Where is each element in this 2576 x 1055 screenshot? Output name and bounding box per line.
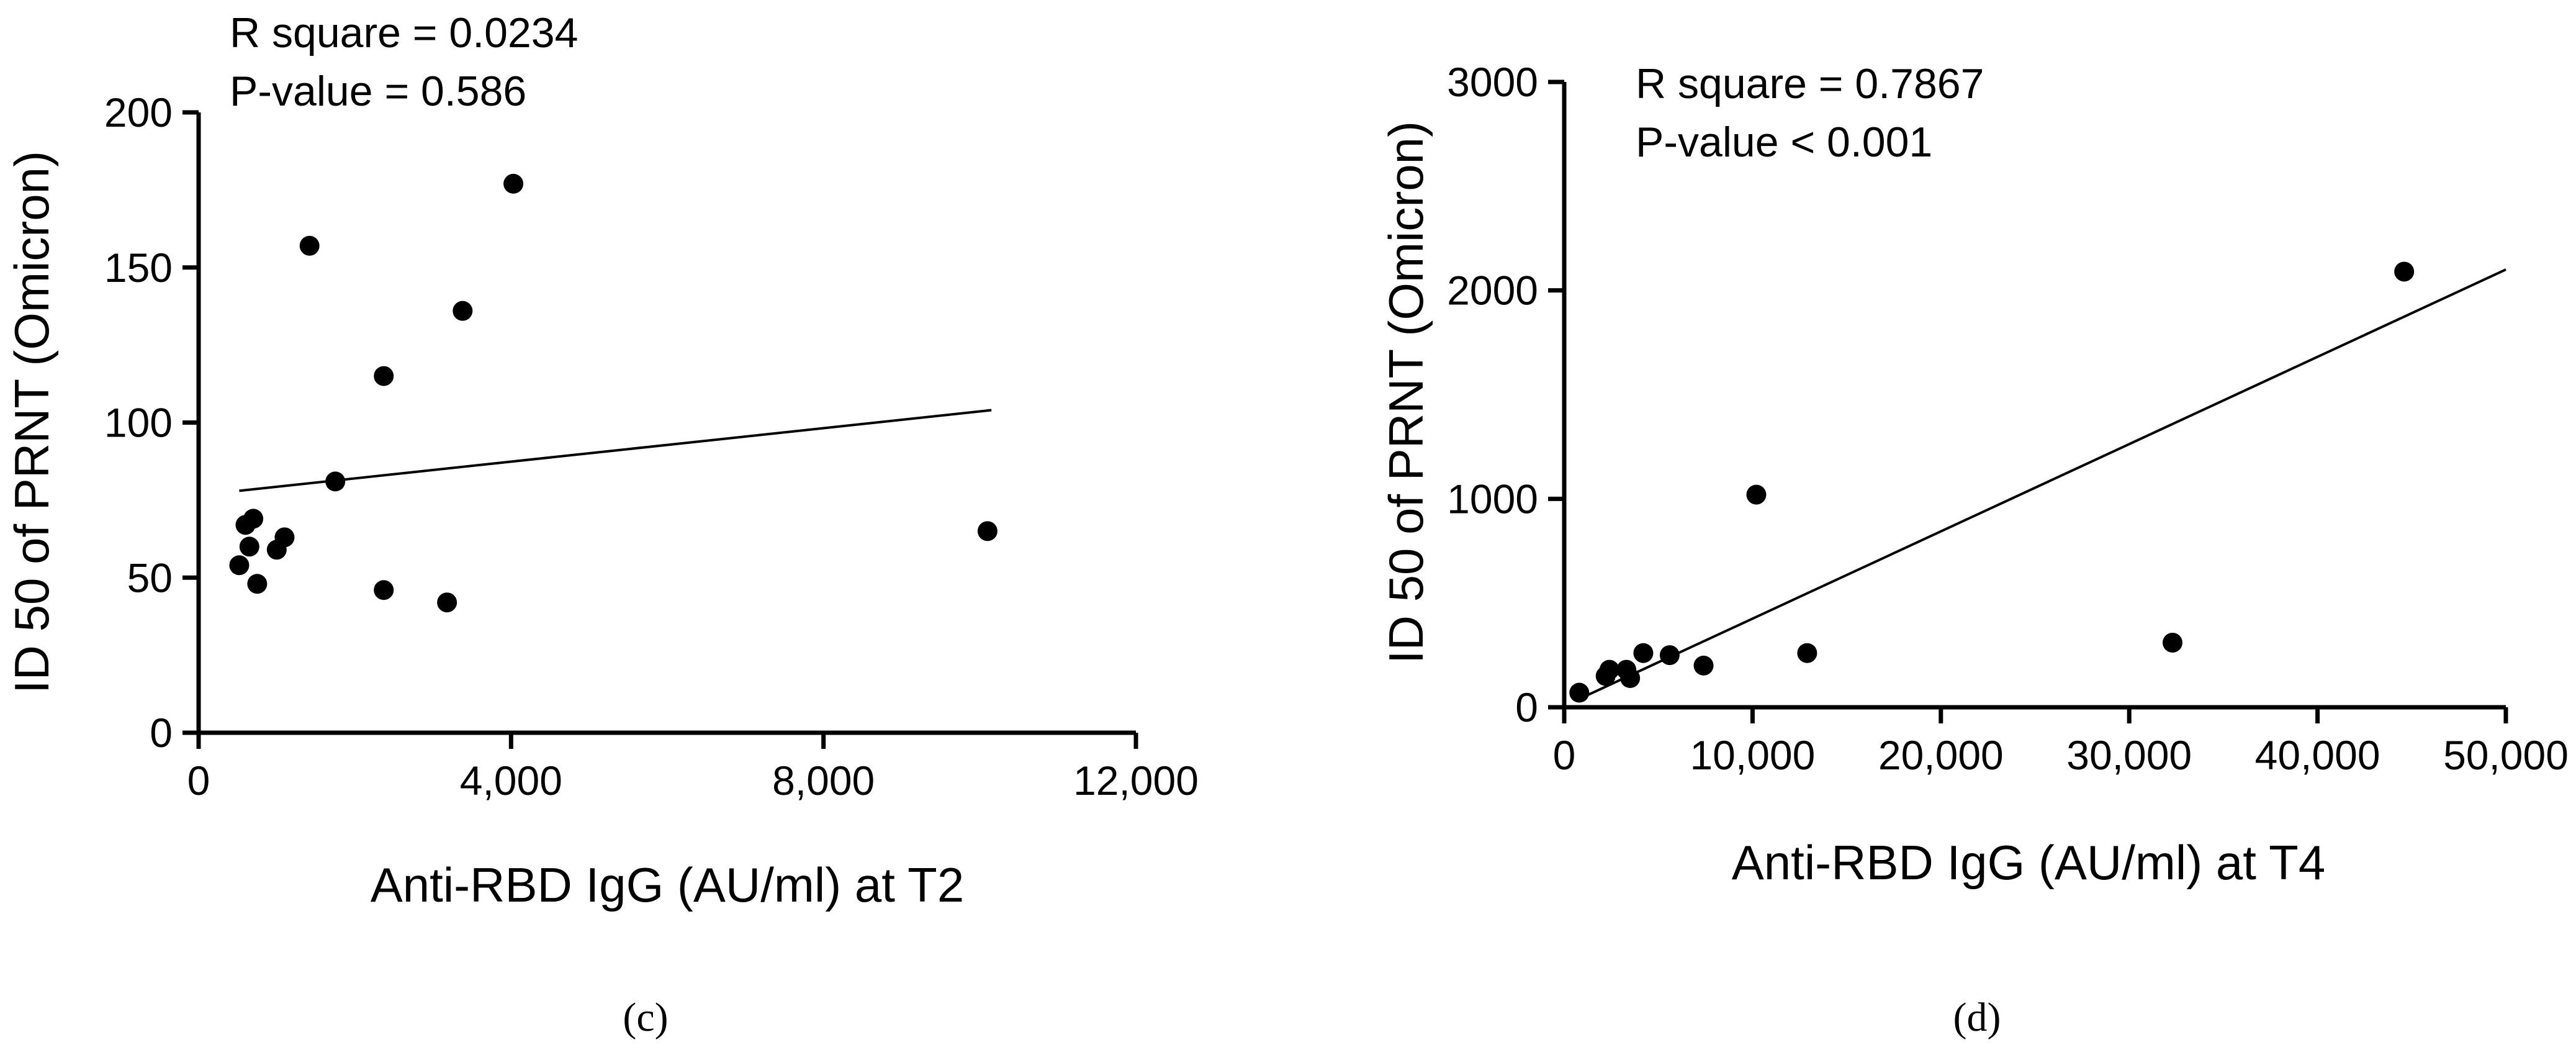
data-point <box>2162 632 2182 653</box>
data-points-c <box>229 173 998 613</box>
x-axis-title-d: Anti-RBD IgG (AU/ml) at T4 <box>1732 835 2325 890</box>
x-tick-label: 50,000 <box>2443 732 2569 778</box>
axis-ticks-d: 0 10,000 20,000 30,000 40,000 50,000 0 1000 2000… <box>1447 59 2569 778</box>
scatter-chart-c: 0 4,000 8,000 12,000 0 50 100 150 200 R square =… <box>4 9 1199 1040</box>
data-point <box>243 509 264 529</box>
panel-label-d: (d) <box>1953 995 2001 1040</box>
annotation-p-value-c: P-value = 0.586 <box>230 68 526 115</box>
data-point <box>1620 668 1641 689</box>
panel-label-c: (c) <box>623 995 668 1040</box>
x-axis-title-c: Anti-RBD IgG (AU/ml) at T2 <box>371 858 964 912</box>
x-tick-label: 20,000 <box>1878 732 2004 778</box>
data-point <box>274 527 295 548</box>
data-point <box>503 173 524 194</box>
data-point <box>229 555 250 576</box>
y-tick-label: 3000 <box>1447 59 1538 105</box>
y-tick-label: 150 <box>104 245 173 291</box>
x-tick-label: 0 <box>1553 732 1576 778</box>
data-point <box>1693 655 1714 676</box>
y-axis-title-d: ID 50 of PRNT (Omicron) <box>1379 121 1433 664</box>
data-point <box>453 301 473 321</box>
data-point <box>2394 261 2415 282</box>
x-tick-label: 12,000 <box>1073 758 1199 804</box>
annotation-r-square-c: R square = 0.0234 <box>230 9 578 57</box>
y-tick-label: 100 <box>104 400 173 446</box>
data-point <box>1599 659 1619 680</box>
x-tick-label: 40,000 <box>2255 732 2380 778</box>
y-axis-title-c: ID 50 of PRNT (Omicron) <box>4 151 59 694</box>
data-point <box>437 592 457 613</box>
data-point <box>1659 645 1680 666</box>
x-tick-label: 4,000 <box>460 758 562 804</box>
x-tick-label: 30,000 <box>2066 732 2192 778</box>
y-tick-label: 1000 <box>1447 476 1538 522</box>
data-point <box>1633 643 1654 663</box>
y-tick-label: 0 <box>150 710 173 756</box>
data-point <box>247 574 268 594</box>
data-point <box>1746 484 1767 505</box>
y-tick-label: 200 <box>104 89 173 135</box>
data-point <box>374 580 394 600</box>
y-tick-label: 50 <box>127 555 173 600</box>
annotation-p-value-d: P-value < 0.001 <box>1636 119 1932 166</box>
x-tick-label: 10,000 <box>1690 732 1815 778</box>
data-point <box>1569 682 1590 703</box>
regression-line-d <box>1578 268 2506 700</box>
data-point <box>1797 643 1817 663</box>
annotation-r-square-d: R square = 0.7867 <box>1636 60 1984 107</box>
y-tick-label: 2000 <box>1447 268 1538 314</box>
regression-line-c <box>239 409 992 492</box>
data-points-d <box>1569 261 2415 703</box>
y-tick-label: 0 <box>1515 684 1538 730</box>
x-tick-label: 8,000 <box>772 758 875 804</box>
scatter-chart-d: 0 10,000 20,000 30,000 40,000 50,000 0 1000 2000… <box>1379 59 2569 1040</box>
axis-ticks-c: 0 4,000 8,000 12,000 0 50 100 150 200 <box>104 89 1199 804</box>
x-tick-label: 0 <box>187 758 210 804</box>
data-point <box>299 235 320 256</box>
data-point <box>374 366 394 386</box>
data-point <box>977 521 998 541</box>
data-point <box>239 537 259 557</box>
data-point <box>325 471 346 492</box>
